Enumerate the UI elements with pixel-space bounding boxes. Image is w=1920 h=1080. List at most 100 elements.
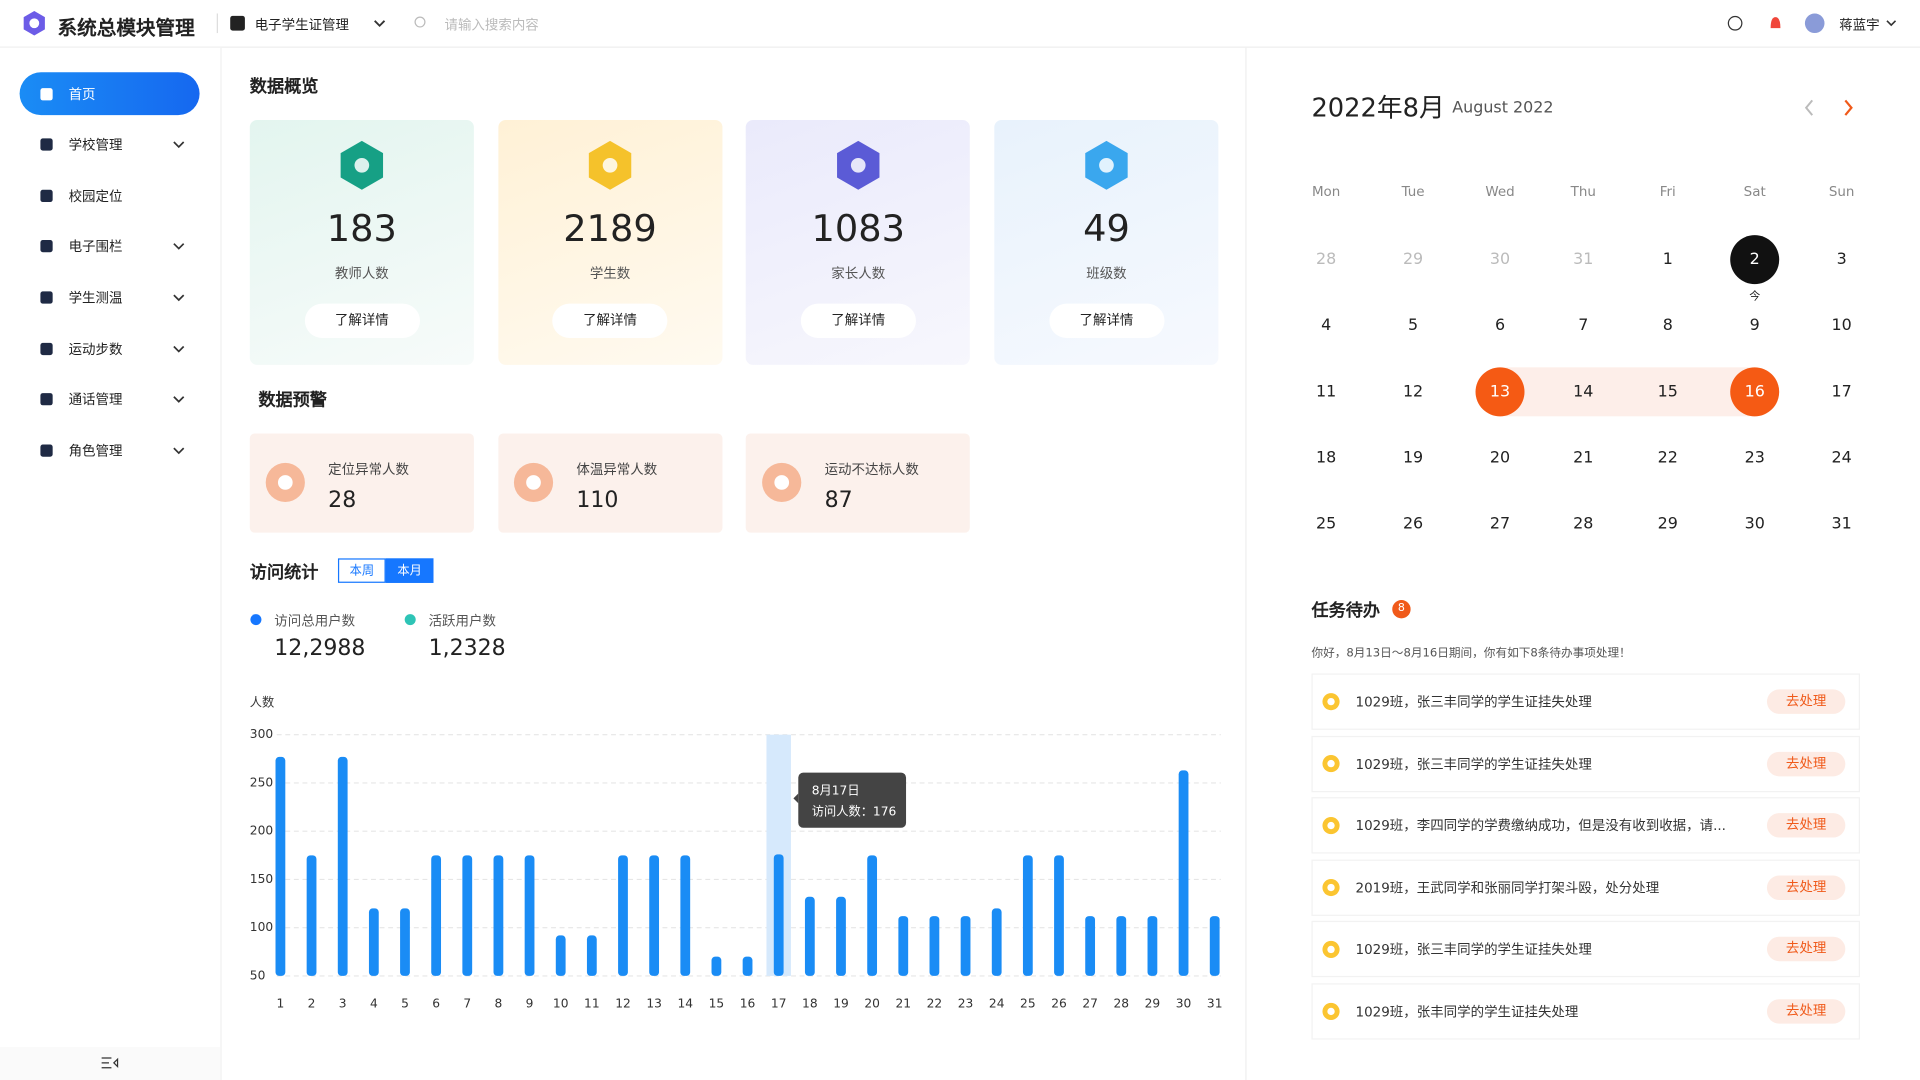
legend-dot [250, 614, 262, 626]
calendar-day: 28 [1573, 514, 1593, 533]
calendar-day: 30 [1745, 514, 1765, 533]
task-action[interactable]: 去处理 [1766, 751, 1846, 776]
bar [431, 855, 442, 976]
bar [524, 855, 535, 976]
bar [462, 855, 473, 976]
warning-card [249, 433, 474, 533]
bar [960, 916, 971, 976]
task-row [1311, 859, 1861, 916]
detail-button[interactable]: 了解详情 [304, 303, 420, 338]
bar [867, 855, 878, 976]
x-tick-label: 29 [1145, 997, 1161, 1011]
menu-item[interactable]: 学校管理 [68, 137, 123, 154]
menu-item[interactable]: 运动步数 [68, 341, 123, 358]
tooltip [798, 772, 907, 828]
stat-name: 活跃用户数 [428, 613, 496, 630]
calendar-day: 24 [1832, 447, 1852, 466]
stat-value: 1083 [811, 208, 905, 252]
x-tick-label: 18 [802, 997, 818, 1011]
x-tick-label: 31 [1207, 997, 1223, 1011]
user-name[interactable]: 蒋蓝宇 [1839, 17, 1880, 34]
stat-value: 1,2328 [428, 635, 506, 662]
calendar-day: 30 [1490, 249, 1510, 268]
tab[interactable]: 本月 [385, 558, 434, 583]
task-action[interactable]: 去处理 [1766, 813, 1846, 838]
module-name[interactable]: 电子学生证管理 [254, 17, 349, 34]
calendar-day: 2 [1750, 249, 1760, 268]
detail-button[interactable]: 了解详情 [1048, 303, 1165, 338]
menu-item[interactable]: 角色管理 [68, 443, 123, 460]
calendar-day: 1 [1663, 249, 1673, 268]
calendar-day: 14 [1573, 381, 1593, 400]
calendar-title: 2022年8月 [1311, 93, 1445, 123]
tab[interactable]: 本周 [337, 558, 386, 583]
section-title: 访问统计 [249, 563, 319, 583]
x-tick-label: 25 [1020, 997, 1036, 1011]
range-band [1500, 367, 1755, 417]
section-title: 任务待办 [1311, 601, 1381, 621]
section-title: 数据预警 [258, 390, 327, 411]
calendar-day: 3 [1837, 249, 1847, 268]
active-pill [19, 72, 200, 116]
stat-label: 教师人数 [334, 265, 389, 282]
stat-label: 班级数 [1086, 265, 1127, 282]
calendar-day: 27 [1490, 514, 1510, 533]
calendar-day: 26 [1403, 514, 1423, 533]
search-input[interactable]: 请输入搜索内容 [444, 17, 539, 34]
bar [773, 854, 784, 976]
x-tick-label: 26 [1051, 997, 1067, 1011]
sidebar [0, 47, 222, 1080]
menu-item[interactable]: 首页 [68, 86, 96, 103]
calendar-day: 29 [1403, 249, 1423, 268]
x-tick-label: 27 [1082, 997, 1098, 1011]
weekday: Mon [1312, 185, 1340, 200]
tooltip-label: 访问人数：176 [812, 803, 897, 818]
calendar-day: 20 [1490, 447, 1510, 466]
menu-item[interactable]: 校园定位 [68, 188, 123, 205]
bar [804, 896, 815, 976]
bar [1054, 855, 1064, 976]
detail-button[interactable]: 了解详情 [800, 303, 916, 338]
stat-name: 访问总用户数 [274, 613, 356, 630]
warning-label: 体温异常人数 [576, 461, 658, 478]
bar [1147, 916, 1158, 976]
range-end [1730, 367, 1780, 417]
warning-value: 87 [824, 487, 853, 514]
weekday: Thu [1570, 185, 1596, 200]
x-tick-label: 9 [526, 997, 534, 1011]
section-title: 数据概览 [249, 77, 319, 97]
tooltip-title: 8月17日 [812, 784, 860, 798]
stat-label: 家长人数 [831, 265, 886, 282]
x-tick-label: 12 [615, 997, 631, 1011]
warning-card [497, 433, 723, 533]
calendar-day: 11 [1316, 381, 1336, 400]
task-text: 1029班，李四同学的学费缴纳成功，但是没有收到收据，请... [1355, 818, 1726, 835]
task-text: 2019班，王武同学和张丽同学打架斗殴，处分处理 [1355, 880, 1660, 897]
header [0, 0, 1920, 48]
bar [586, 935, 597, 976]
calendar-day: 29 [1658, 514, 1678, 533]
menu-item[interactable]: 通话管理 [68, 391, 123, 408]
x-tick-label: 23 [958, 997, 974, 1011]
menu-item[interactable]: 电子围栏 [68, 238, 123, 255]
bar [493, 855, 504, 976]
task-action[interactable]: 去处理 [1766, 937, 1846, 962]
stat-label: 学生数 [589, 265, 631, 282]
calendar-day: 21 [1573, 447, 1593, 466]
calendar-day: 16 [1745, 381, 1765, 400]
y-tick-label: 50 [250, 968, 266, 982]
task-action[interactable]: 去处理 [1766, 689, 1846, 714]
task-action[interactable]: 去处理 [1766, 875, 1846, 900]
x-tick-label: 15 [709, 997, 725, 1011]
calendar-day: 10 [1832, 315, 1852, 334]
x-tick-label: 8 [495, 997, 503, 1011]
legend-dot [404, 614, 416, 626]
task-action[interactable]: 去处理 [1766, 999, 1846, 1024]
bar [649, 855, 660, 976]
bar [711, 956, 722, 976]
menu-item[interactable]: 学生测温 [68, 290, 123, 307]
bar [555, 935, 566, 976]
calendar-day: 22 [1658, 447, 1678, 466]
bar [275, 756, 286, 976]
detail-button[interactable]: 了解详情 [552, 303, 668, 338]
